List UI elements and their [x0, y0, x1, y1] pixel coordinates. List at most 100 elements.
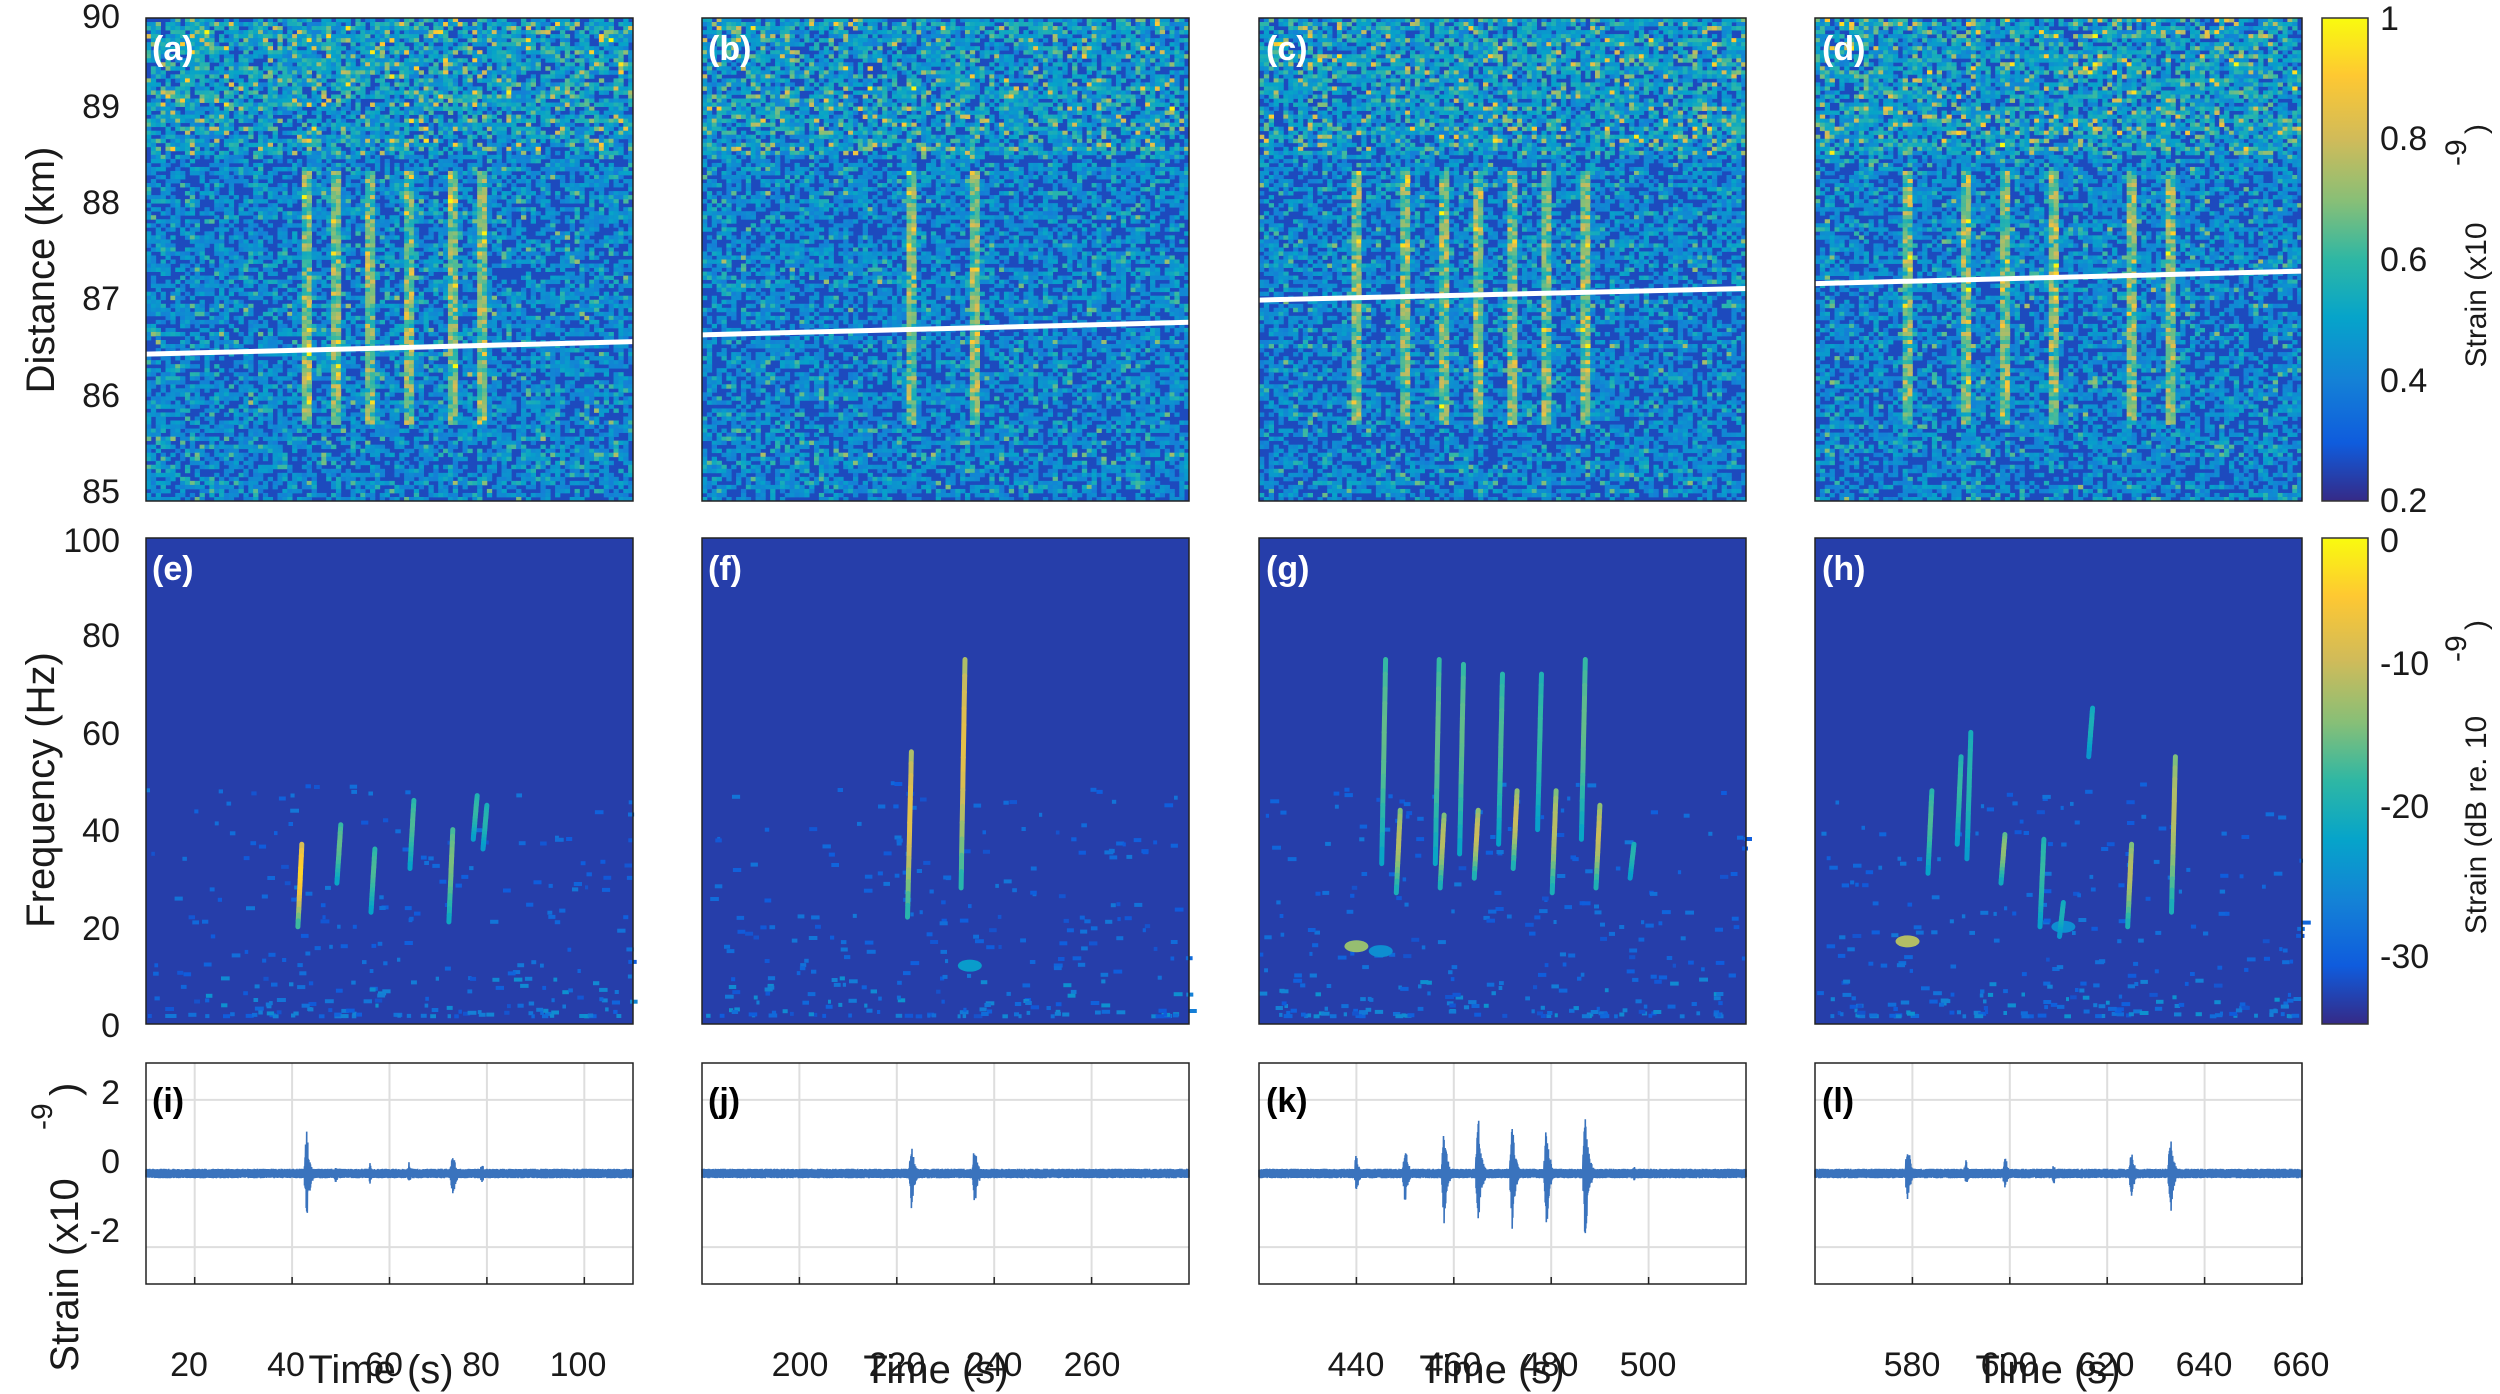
heatmap-cell [428, 66, 434, 71]
heatmap-cell [204, 94, 210, 99]
heatmap-cell [418, 195, 424, 200]
heatmap-cell [389, 263, 395, 268]
heatmap-cell [438, 243, 444, 248]
heatmap-cell [335, 26, 342, 31]
heatmap-cell [262, 102, 269, 107]
heatmap-cell [472, 26, 478, 31]
heatmap-cell [477, 295, 483, 301]
heatmap-cell [452, 126, 459, 132]
heatmap-cell [413, 146, 420, 152]
heatmap-cell [219, 70, 225, 75]
heatmap-cell [555, 295, 561, 301]
heatmap-cell [452, 66, 459, 71]
heatmap-cell [520, 227, 527, 232]
heatmap-cell [301, 98, 308, 103]
heatmap-cell [223, 90, 230, 95]
heatmap-cell [618, 102, 624, 107]
heatmap-cell [550, 86, 556, 91]
heatmap-cell [335, 303, 342, 309]
heatmap-cell [404, 106, 410, 111]
heatmap-cell [184, 26, 191, 31]
heatmap-cell [628, 94, 634, 99]
heatmap-cell [150, 66, 157, 71]
heatmap-cell [340, 82, 347, 87]
heatmap-cell [467, 239, 473, 244]
heatmap-cell [613, 30, 619, 35]
heatmap-cell [267, 223, 274, 228]
heatmap-cell [608, 174, 614, 180]
heatmap-cell [214, 46, 220, 51]
heatmap-cell [194, 50, 200, 55]
heatmap-cell [428, 46, 434, 51]
heatmap-cell [155, 38, 162, 43]
heatmap-cell [243, 247, 249, 252]
heatmap-cell [472, 66, 478, 71]
heatmap-cell [350, 211, 356, 216]
heatmap-cell [146, 130, 152, 136]
heatmap-cell [160, 122, 166, 128]
heatmap-cell [360, 62, 366, 67]
heatmap-cell [209, 259, 215, 264]
heatmap-cell [452, 174, 459, 180]
heatmap-cell [491, 243, 498, 248]
heatmap-cell [628, 283, 634, 289]
heatmap-cell [306, 102, 312, 107]
heatmap-cell [180, 154, 186, 160]
heatmap-cell [335, 174, 342, 180]
heatmap-cell [399, 179, 405, 184]
heatmap-cell [394, 82, 400, 87]
heatmap-cell [214, 110, 220, 116]
heatmap-cell [618, 211, 624, 216]
heatmap-cell [594, 110, 600, 116]
heatmap-cell [204, 22, 210, 27]
heatmap-cell [516, 38, 522, 43]
heatmap-cell [433, 138, 439, 144]
heatmap-cell [457, 114, 463, 120]
heatmap-cell [462, 243, 468, 248]
heatmap-cell [598, 211, 605, 216]
heatmap-cell [311, 118, 317, 124]
heatmap-cell [243, 239, 249, 244]
heatmap-cell [253, 183, 259, 188]
heatmap-cell [545, 110, 551, 116]
heatmap-cell [457, 203, 463, 208]
heatmap-cell [540, 114, 546, 120]
heatmap-cell [345, 102, 351, 107]
heatmap-cell [413, 22, 420, 27]
heatmap-cell [374, 179, 381, 184]
heatmap-cell [394, 187, 400, 192]
heatmap-cell [559, 299, 566, 305]
heatmap-cell [613, 50, 619, 55]
heatmap-cell [370, 46, 376, 51]
heatmap-cell [233, 102, 239, 107]
heatmap-cell [350, 183, 356, 188]
heatmap-cell [564, 275, 571, 281]
heatmap-cell [584, 287, 590, 293]
heatmap-cell [408, 239, 415, 244]
heatmap-cell [462, 30, 468, 35]
heatmap-cell [535, 126, 541, 132]
heatmap-cell [520, 187, 527, 192]
heatmap-cell [189, 195, 196, 200]
heatmap-cell [258, 199, 264, 204]
heatmap-cell [165, 98, 171, 103]
heatmap-cell [423, 62, 429, 67]
heatmap-cell [180, 118, 186, 124]
heatmap-cell [223, 62, 230, 67]
heatmap-cell [628, 126, 634, 132]
heatmap-cell [331, 170, 337, 176]
heatmap-cell [628, 118, 634, 124]
heatmap-cell [214, 82, 220, 87]
heatmap-cell [238, 179, 244, 184]
heatmap-cell [258, 30, 264, 35]
heatmap-cell [399, 62, 405, 67]
heatmap-cell [486, 110, 493, 116]
heatmap-cell [233, 158, 239, 164]
heatmap-cell [623, 46, 629, 51]
heatmap-cell [199, 267, 205, 272]
heatmap-cell [258, 283, 264, 289]
heatmap-cell [608, 150, 614, 156]
heatmap-cell [331, 235, 337, 240]
heatmap-cell [326, 299, 332, 305]
heatmap-cell [404, 94, 410, 99]
